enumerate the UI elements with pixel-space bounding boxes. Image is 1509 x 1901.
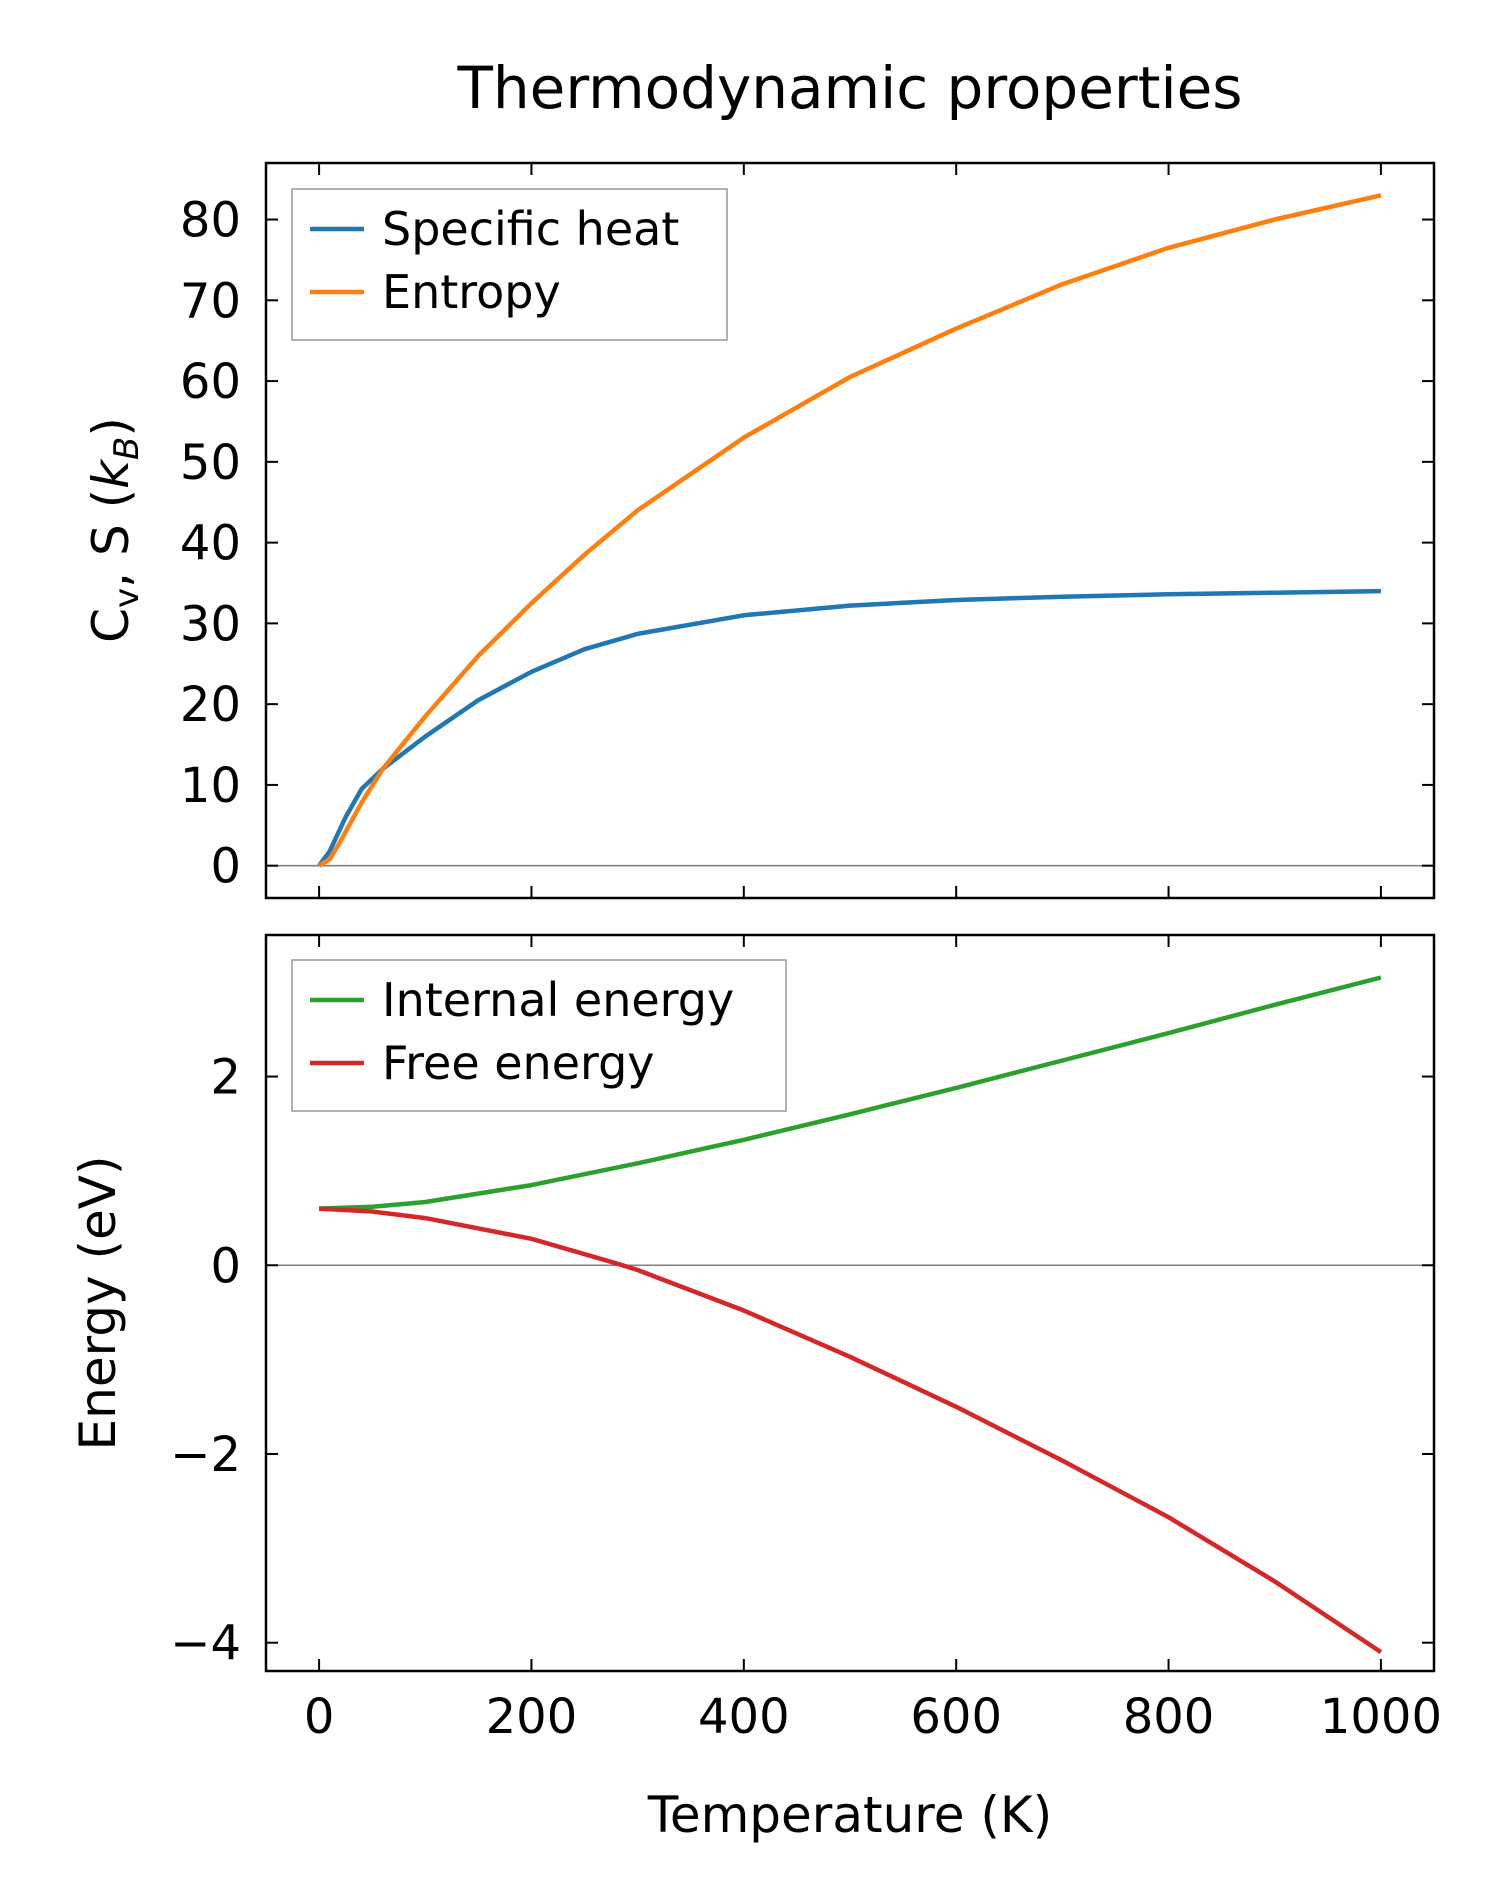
y-tick-label: 60: [180, 354, 241, 410]
y-tick-label: −4: [170, 1616, 241, 1672]
x-axis-label: Temperature (K): [647, 1786, 1052, 1844]
y-tick-label: 0: [210, 1238, 241, 1294]
y-tick-label: 10: [180, 758, 241, 814]
y-label-part: B: [107, 437, 147, 460]
x-tick-label: 400: [698, 1689, 790, 1745]
y-label-part: , S (: [82, 489, 140, 588]
x-tick-label: 600: [910, 1689, 1002, 1745]
x-tick-label: 200: [486, 1689, 578, 1745]
legend-label: Free energy: [382, 1036, 655, 1090]
y-label-part: k: [82, 458, 140, 489]
y-label-part: v: [107, 588, 147, 608]
axes-frame: [264, 161, 1436, 900]
y-tick-label: 2: [210, 1050, 241, 1106]
legend-label: Specific heat: [382, 202, 679, 256]
y-tick-label: 50: [180, 435, 241, 491]
legend: Internal energy Free energy: [291, 959, 787, 1112]
y-tick-label: 80: [180, 193, 241, 249]
y-label-part: C: [82, 608, 140, 643]
y-tick-label: 70: [180, 273, 241, 329]
axes-frame: [264, 933, 1436, 1673]
y-tick-label: −2: [170, 1427, 241, 1483]
y-tick-label: 40: [180, 516, 241, 572]
legend-box: [291, 959, 787, 1112]
y-tick-label: 0: [210, 839, 241, 895]
chart-title: Thermodynamic properties: [456, 54, 1242, 122]
series-line-free-energy: [318, 1206, 1383, 1654]
x-tick-label: 0: [304, 1689, 335, 1745]
y-label-part: ): [82, 417, 140, 437]
x-tick-label: 1000: [1320, 1689, 1442, 1745]
y-tick-label: 20: [180, 677, 241, 733]
axes-heat-entropy: 0 10 20 30 40 50 60 70 80 Specific heat Entropy: [180, 161, 1436, 900]
legend-box: [291, 188, 728, 341]
series-line-internal-energy: [319, 975, 1382, 1211]
legend-label: Entropy: [382, 265, 561, 319]
series-line-entropy: [317, 193, 1382, 868]
legend: Specific heat Entropy: [291, 188, 728, 341]
top-y-axis-label: Cv, S (kB): [82, 417, 147, 643]
legend-label: Internal energy: [382, 973, 734, 1027]
y-tick-label: 30: [180, 596, 241, 652]
bottom-y-axis-label: Energy (eV): [69, 1156, 127, 1451]
axes-energy: 0 200 400 600 800 1000 −4 −2 0 2 Internal energy Fr…: [170, 933, 1442, 1745]
series-line-specific-heat: [317, 588, 1381, 868]
x-tick-label: 800: [1123, 1689, 1215, 1745]
